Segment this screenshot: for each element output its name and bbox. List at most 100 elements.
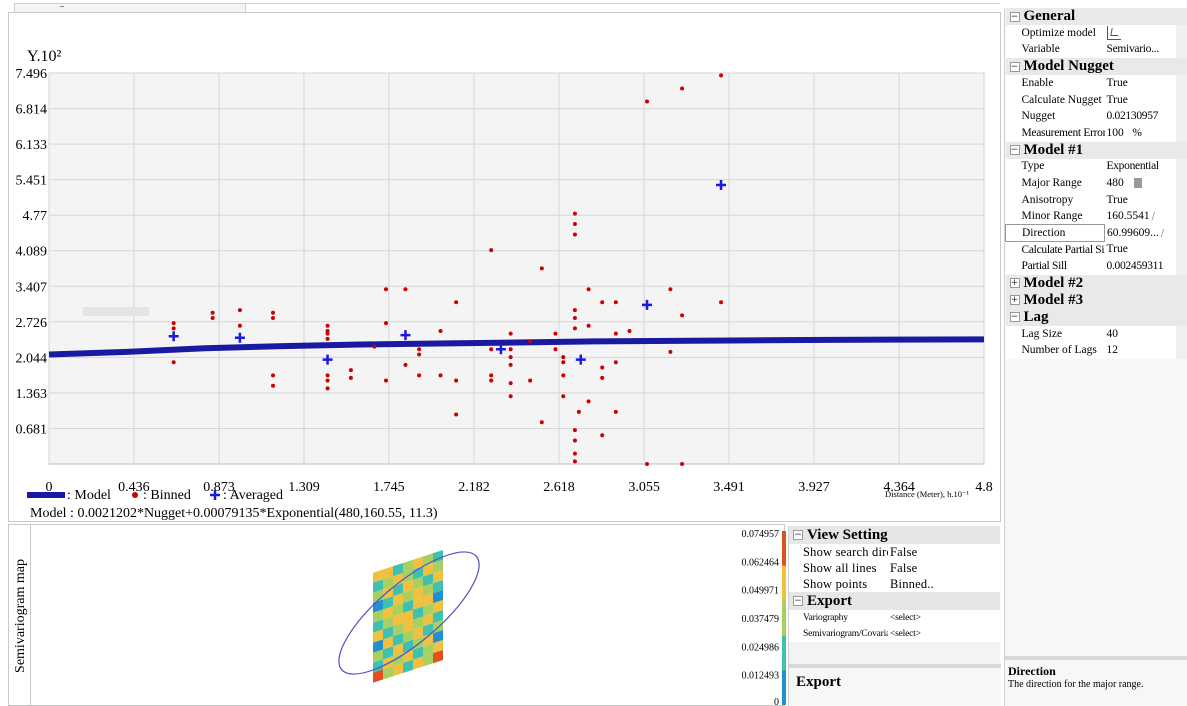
lag-size-value[interactable]: 40 <box>1104 325 1176 343</box>
section-model-3[interactable]: + Model #3 <box>1005 291 1187 309</box>
section-model-2[interactable]: + Model #2 <box>1005 274 1187 292</box>
prop-row-anisotropy[interactable]: Anisotropy True <box>1005 191 1187 209</box>
optimize-model-button[interactable] <box>1104 25 1176 42</box>
map-cell <box>373 639 383 653</box>
calc-nugget-value[interactable]: True <box>1104 91 1176 109</box>
prop-row-partial-sill[interactable]: Partial Sill 0.002459311 <box>1005 258 1187 275</box>
prop-row-type[interactable]: Type Exponential <box>1005 158 1187 176</box>
search-direction-value[interactable]: False <box>888 544 1000 560</box>
y-tick-label: 6.133 <box>16 138 48 153</box>
prop-row-show-points[interactable]: Show points Binned.. <box>789 576 1000 592</box>
section-model-1[interactable]: − Model #1 <box>1005 141 1187 159</box>
section-view-setting[interactable]: − View Setting <box>789 526 1000 544</box>
binned-point <box>586 323 591 328</box>
edit-pencil-icon[interactable]: / <box>1160 227 1165 239</box>
map-cell <box>393 622 403 637</box>
direction-value[interactable]: 60.99609... <box>1107 226 1159 239</box>
prop-row-all-lines[interactable]: Show all lines False <box>789 560 1000 576</box>
binned-point <box>572 459 577 464</box>
binned-point <box>576 409 581 414</box>
binned-point <box>325 328 330 333</box>
binned-point <box>719 300 724 305</box>
variography-select[interactable]: <select> <box>888 610 1000 626</box>
prop-row-calc-nugget[interactable]: Calculate Nugget True <box>1005 91 1187 109</box>
prop-row-calc-partial-sill[interactable]: Calculate Partial Sill True <box>1005 241 1187 259</box>
optimize-icon[interactable] <box>1106 26 1121 41</box>
x-tick-label: 3.927 <box>798 480 830 495</box>
variable-value[interactable]: Semivario... <box>1104 41 1176 59</box>
direction-cell[interactable]: 60.99609... / <box>1104 224 1176 242</box>
prop-row-variography[interactable]: Variography <select> <box>789 610 1000 626</box>
section-lag[interactable]: − Lag <box>1005 308 1187 326</box>
binned-point <box>489 378 494 383</box>
all-lines-value[interactable]: False <box>888 560 1000 576</box>
prop-row-nugget[interactable]: Nugget 0.02130957 <box>1005 108 1187 125</box>
binned-point <box>403 362 408 367</box>
view-setting-panel: −View Setting Show search direction Fals… <box>788 526 1001 706</box>
binned-point <box>645 99 650 104</box>
show-points-value[interactable]: Binned.. <box>888 576 1000 592</box>
anisotropy-value[interactable]: True <box>1104 191 1176 209</box>
collapse-icon[interactable]: − <box>1009 11 1020 22</box>
enable-value[interactable]: True <box>1104 75 1176 92</box>
edit-pencil-icon[interactable]: / <box>1151 211 1155 223</box>
partial-sill-value[interactable]: 0.002459311 <box>1104 258 1176 275</box>
binned-point <box>438 373 443 378</box>
prop-row-optimize-model[interactable]: Optimize model <box>1005 25 1187 42</box>
x-tick-label: 4.8 <box>975 480 993 495</box>
prop-row-enable[interactable]: Enable True <box>1005 75 1187 92</box>
collapse-icon[interactable]: − <box>1009 61 1020 72</box>
measurement-error-value[interactable]: 100 <box>1106 126 1124 139</box>
plot-area <box>48 72 985 465</box>
num-lags-value[interactable]: 12 <box>1104 342 1176 359</box>
semimap-select[interactable]: <select> <box>888 626 1000 642</box>
map-cell <box>413 626 423 640</box>
collapse-icon[interactable]: − <box>1009 312 1020 323</box>
binned-point <box>508 362 513 367</box>
prop-row-direction[interactable]: Direction 60.99609... / <box>1005 224 1187 243</box>
nugget-value[interactable]: 0.02130957 <box>1104 108 1176 125</box>
x-tick-label: 3.491 <box>713 480 745 495</box>
prop-label: Major Range <box>1005 175 1105 192</box>
panel-tab[interactable] <box>14 3 246 13</box>
expand-icon[interactable]: + <box>1009 295 1020 306</box>
binned-point <box>508 331 513 336</box>
section-export[interactable]: − Export <box>789 592 1000 610</box>
map-cell <box>393 612 403 627</box>
map-cell <box>383 616 393 630</box>
map-cell <box>393 662 403 677</box>
binned-point <box>417 347 422 352</box>
major-range-cell[interactable]: 480 <box>1104 175 1176 192</box>
section-title: Export <box>807 592 852 609</box>
binned-point <box>627 328 632 333</box>
map-cell <box>373 579 383 593</box>
prop-row-search-direction[interactable]: Show search direction False <box>789 544 1000 560</box>
collapse-icon[interactable]: − <box>1009 145 1020 156</box>
prop-row-variable[interactable]: Variable Semivario... <box>1005 41 1187 59</box>
range-picker-icon[interactable] <box>1133 178 1142 189</box>
section-general[interactable]: − General <box>1005 8 1187 25</box>
collapse-icon[interactable]: − <box>793 596 803 607</box>
binned-point <box>508 394 513 399</box>
section-model-nugget[interactable]: − Model Nugget <box>1005 58 1187 76</box>
prop-row-lag-size[interactable]: Lag Size 40 <box>1005 325 1187 343</box>
binned-point <box>668 287 673 292</box>
binned-point <box>572 428 577 433</box>
prop-row-semimap[interactable]: Semivariogram/Covariance map <select> <box>789 626 1000 642</box>
collapse-icon[interactable]: − <box>793 530 803 541</box>
measurement-error-cell[interactable]: 100 % <box>1104 124 1176 142</box>
map-cell <box>403 579 413 593</box>
minor-range-cell[interactable]: 160.5541/ <box>1104 208 1176 225</box>
section-title: Model #3 <box>1023 291 1084 308</box>
prop-row-measurement-error[interactable]: Measurement Error 100 % <box>1005 124 1187 142</box>
prop-row-minor-range[interactable]: Minor Range 160.5541/ <box>1005 208 1187 225</box>
type-value[interactable]: Exponential <box>1104 158 1176 176</box>
expand-icon[interactable]: + <box>1009 278 1020 289</box>
binned-point <box>572 211 577 216</box>
prop-label: Calculate Partial Sill <box>1005 241 1105 259</box>
minor-range-value[interactable]: 160.5541 <box>1106 210 1150 223</box>
prop-row-num-lags[interactable]: Number of Lags 12 <box>1005 342 1187 359</box>
major-range-value[interactable]: 480 <box>1106 176 1124 189</box>
calc-partial-sill-value[interactable]: True <box>1104 241 1176 259</box>
prop-row-major-range[interactable]: Major Range 480 <box>1005 175 1187 192</box>
